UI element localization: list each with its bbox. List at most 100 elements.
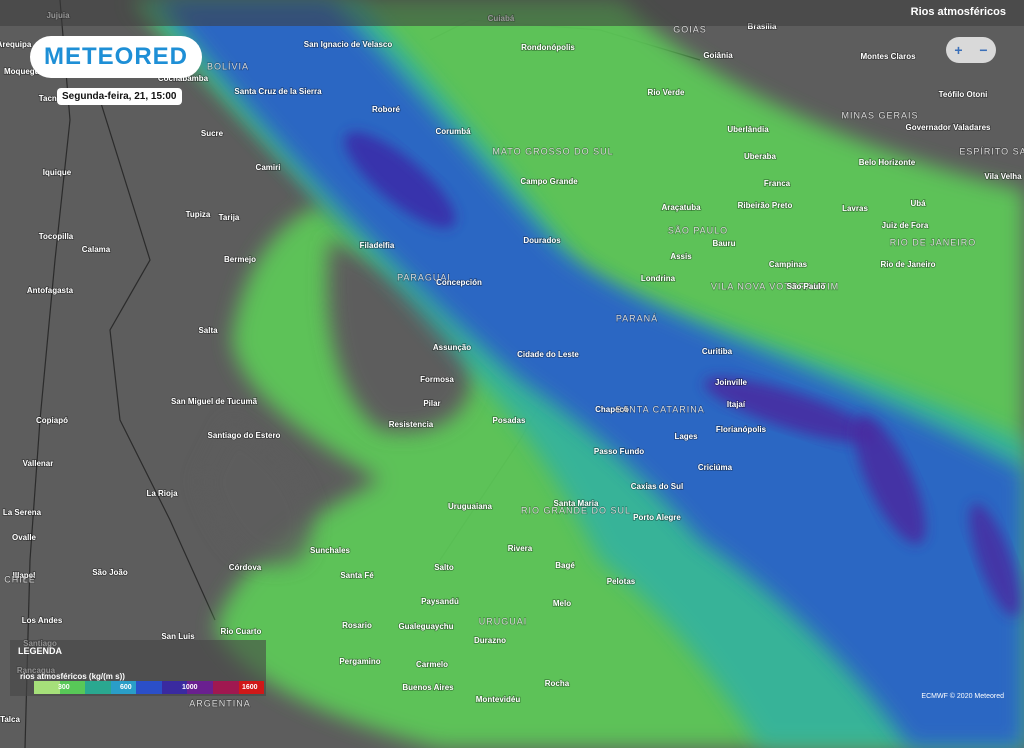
layer-name[interactable]: Rios atmosféricos: [910, 6, 1006, 18]
city-label: Teófilo Otoni: [939, 90, 988, 99]
city-label: Copiapó: [36, 416, 68, 425]
city-label: Juiz de Fora: [882, 221, 929, 230]
city-label: Bermejo: [224, 255, 256, 264]
city-label: Antofagasta: [27, 286, 74, 295]
city-label: Rosario: [342, 621, 372, 630]
region-label: ARGENTINA: [189, 698, 251, 708]
city-label: Lavras: [842, 204, 868, 213]
legend: LEGENDA rios atmosféricos (kg/(m s)) 300…: [10, 640, 266, 696]
legend-tick: 600: [120, 684, 132, 691]
city-label: San Miguel de Tucumã: [171, 397, 258, 406]
logo[interactable]: METEORED: [30, 36, 202, 78]
city-label: Melo: [553, 599, 571, 608]
region-label: RIO GRANDE DO SUL: [521, 505, 631, 515]
city-label: Los Andes: [22, 616, 63, 625]
region-label: SÃO PAULO: [668, 225, 728, 235]
city-label: Camiri: [256, 163, 281, 172]
city-label: Bauru: [712, 239, 735, 248]
atmospheric-river: [130, 0, 1024, 748]
city-label: Formosa: [420, 375, 454, 384]
city-label: Sunchales: [310, 546, 351, 555]
city-label: Córdova: [229, 563, 262, 572]
city-label: Governador Valadares: [906, 123, 991, 132]
city-label: Uberaba: [744, 152, 777, 161]
city-label: Arequipa: [0, 40, 32, 49]
city-label: Cochabamba: [158, 74, 209, 83]
city-label: Cidade do Leste: [517, 350, 579, 359]
city-label: Rocha: [545, 679, 570, 688]
city-label: Franca: [764, 179, 791, 188]
city-label: Salto: [434, 563, 454, 572]
zoom-in[interactable]: +: [954, 42, 963, 58]
city-label: Resistencia: [389, 420, 434, 429]
city-label: Rio Cuarto: [221, 627, 262, 636]
city-label: Chapecó: [595, 405, 629, 414]
city-label: Pelotas: [607, 577, 636, 586]
region-label: PARANÁ: [616, 313, 658, 323]
legend-bar: [34, 681, 265, 694]
city-label: Ribeirão Preto: [738, 201, 793, 210]
city-label: Goiânia: [703, 51, 733, 60]
datetime: Segunda-feira, 21, 15:00: [57, 88, 182, 105]
city-label: Buenos Aires: [402, 683, 454, 692]
city-label: Santa Maria: [554, 499, 599, 508]
city-label: Criciúma: [698, 463, 733, 472]
city-label: Santiago do Estero: [208, 431, 281, 440]
city-label: Joinville: [715, 378, 748, 387]
region-label: ESPÍRITO SA: [959, 146, 1024, 156]
city-label: Concepción: [436, 278, 482, 287]
city-label: Passo Fundo: [594, 447, 644, 456]
city-label: Uruguaiana: [448, 502, 493, 511]
city-label: Tarija: [219, 213, 240, 222]
city-label: Florianópolis: [716, 425, 767, 434]
city-label: Pilar: [423, 399, 440, 408]
region-label: RIO DE JANEIRO: [890, 237, 977, 247]
credit: ECMWF © 2020 Meteored: [921, 693, 1004, 700]
legend-title: LEGENDA: [18, 646, 63, 656]
legend-tick: 1600: [242, 684, 258, 691]
city-label: Roboré: [372, 105, 401, 114]
city-label: Tacna: [39, 94, 62, 103]
region-label: BOLÍVIA: [207, 61, 249, 71]
city-label: São João: [92, 568, 128, 577]
legend-tick: 300: [58, 684, 70, 691]
city-label: Calama: [82, 245, 111, 254]
region-label: SANTA CATARINA: [615, 404, 705, 414]
region-label: MINAS GERAIS: [841, 110, 918, 120]
city-label: Illapel: [13, 571, 36, 580]
city-label: Tocopilla: [39, 232, 74, 241]
region-label: CHILE: [4, 574, 36, 584]
city-label: Ovalle: [12, 533, 37, 542]
city-label: Bagé: [555, 561, 575, 570]
legend-tick: 1000: [182, 684, 198, 691]
region-label: PARAGUAI: [397, 272, 451, 282]
city-label: Assis: [670, 252, 692, 261]
city-label: Tupiza: [186, 210, 211, 219]
city-label: Salta: [198, 326, 218, 335]
city-label: La Serena: [3, 508, 42, 517]
city-label: San Ignacio de Velasco: [304, 40, 393, 49]
city-label: Dourados: [523, 236, 561, 245]
city-label: Ubá: [910, 199, 926, 208]
zoom-control: + −: [946, 37, 996, 63]
city-label: Durazno: [474, 636, 506, 645]
city-label: Paysandú: [421, 597, 459, 606]
city-label: Itajaí: [727, 400, 746, 409]
city-label: Moquegua: [4, 67, 45, 76]
top-bar: Rios atmosféricos: [0, 0, 1024, 26]
city-label: La Rioja: [146, 489, 178, 498]
city-label: Rio Verde: [648, 88, 685, 97]
city-label: Curitiba: [702, 347, 733, 356]
city-label: Iquique: [43, 168, 72, 177]
city-label: Montes Claros: [860, 52, 916, 61]
region-label: GOIÁS: [673, 24, 707, 34]
city-label: Rio de Janeiro: [880, 260, 935, 269]
zoom-out[interactable]: −: [979, 42, 988, 58]
city-label: Belo Horizonte: [859, 158, 916, 167]
city-label: Sucre: [201, 129, 224, 138]
city-label: Londrina: [641, 274, 676, 283]
city-label: Vallenar: [23, 459, 54, 468]
city-label: Campo Grande: [520, 177, 578, 186]
city-label: Corumbá: [435, 127, 471, 136]
